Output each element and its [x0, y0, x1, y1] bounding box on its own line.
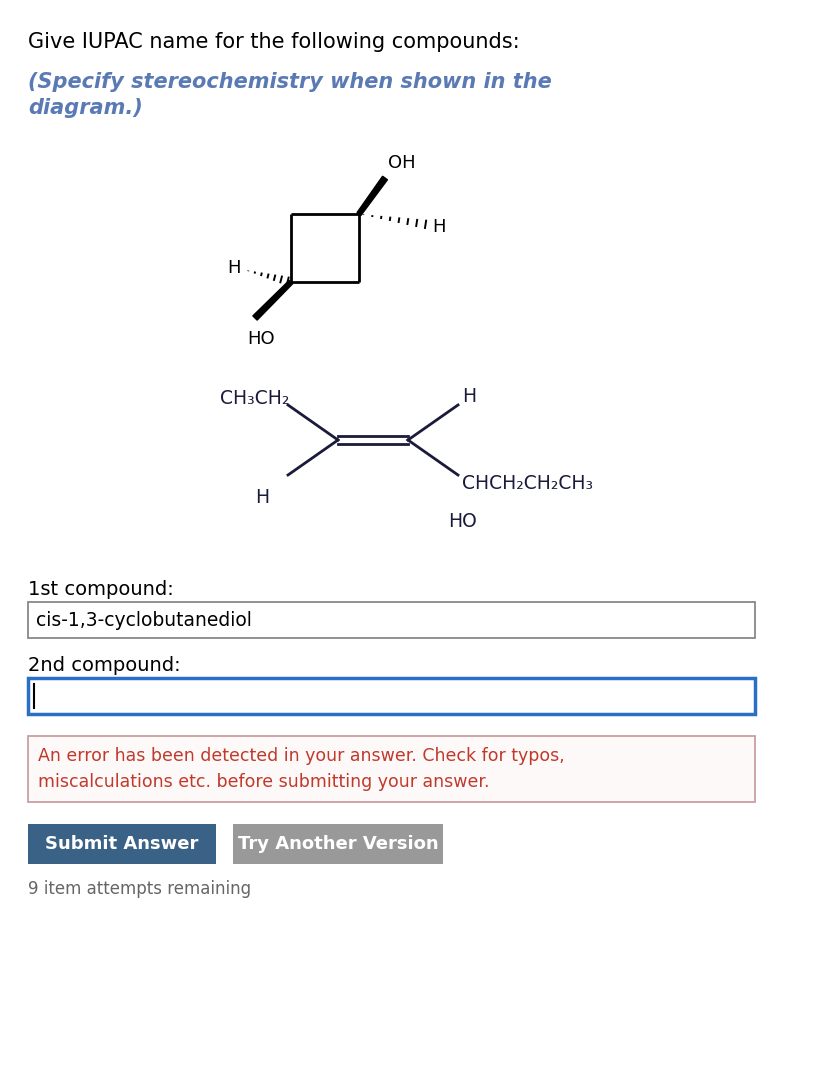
Text: HO: HO — [247, 330, 275, 348]
Text: (Specify stereochemistry when shown in the
diagram.): (Specify stereochemistry when shown in t… — [28, 72, 552, 118]
Bar — [233, 824, 443, 864]
Bar — [28, 824, 216, 864]
Bar — [28, 678, 755, 714]
Text: H: H — [227, 259, 241, 277]
Text: CH₃CH₂: CH₃CH₂ — [220, 388, 290, 408]
Text: H: H — [432, 218, 446, 236]
Text: An error has been detected in your answer. Check for typos,
miscalculations etc.: An error has been detected in your answe… — [38, 747, 564, 791]
Bar — [28, 602, 755, 638]
Text: Give IUPAC name for the following compounds:: Give IUPAC name for the following compou… — [28, 32, 519, 52]
Text: OH: OH — [388, 154, 416, 172]
Text: Try Another Version: Try Another Version — [238, 834, 438, 853]
Polygon shape — [357, 176, 388, 215]
Text: HO: HO — [448, 512, 477, 531]
Text: 9 item attempts remaining: 9 item attempts remaining — [28, 880, 251, 898]
Bar — [28, 735, 755, 802]
Text: H: H — [462, 386, 476, 406]
Text: CHCH₂CH₂CH₃: CHCH₂CH₂CH₃ — [462, 474, 593, 493]
Text: cis-1,3-cyclobutanediol: cis-1,3-cyclobutanediol — [36, 610, 252, 630]
Text: Submit Answer: Submit Answer — [45, 834, 199, 853]
Text: H: H — [255, 489, 269, 507]
Text: 2nd compound:: 2nd compound: — [28, 656, 181, 675]
Polygon shape — [253, 281, 293, 320]
Text: 1st compound:: 1st compound: — [28, 580, 173, 599]
